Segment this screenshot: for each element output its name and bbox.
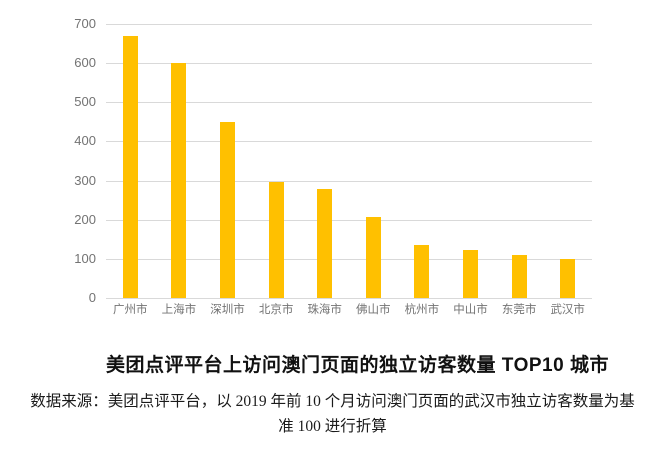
source-note: 数据来源：美团点评平台，以 2019 年前 10 个月访问澳门页面的武汉市独立访… — [0, 389, 665, 439]
x-tick-label-北京市: 北京市 — [258, 304, 294, 316]
gridline-y-400 — [106, 141, 592, 143]
x-tick-label-杭州市: 杭州市 — [404, 304, 440, 316]
y-tick-label-0: 0 — [88, 290, 96, 305]
gridline-y-600 — [106, 63, 592, 65]
bar-武汉市 — [560, 258, 576, 298]
chart-title: 美团点评平台上访问澳门页面的独立访客数量 TOP10 城市 — [106, 355, 609, 376]
bar-中山市 — [463, 250, 478, 298]
source-note-line-1: 数据来源：美团点评平台，以 2019 年前 10 个月访问澳门页面的武汉市独立访… — [30, 393, 635, 410]
y-tick-label-500: 500 — [74, 94, 96, 110]
x-tick-label-珠海市: 珠海市 — [307, 304, 342, 316]
y-tick-label-700: 700 — [74, 16, 96, 31]
gridline-y-700 — [106, 24, 592, 25]
gridline-y-0 — [106, 298, 592, 299]
plot-area — [106, 24, 592, 299]
x-tick-label-佛山市: 佛山市 — [356, 304, 391, 316]
bar-东莞市 — [511, 254, 527, 298]
bar-佛山市 — [365, 217, 381, 298]
bar-北京市 — [268, 181, 284, 298]
y-tick-label-600: 600 — [74, 55, 96, 71]
y-tick-label-400: 400 — [74, 133, 96, 149]
x-tick-label-武汉市: 武汉市 — [550, 304, 585, 316]
x-tick-label-东莞市: 东莞市 — [501, 304, 537, 316]
x-tick-label-中山市: 中山市 — [453, 304, 488, 316]
gridline-y-100 — [106, 258, 592, 260]
gridline-y-500 — [106, 102, 592, 104]
y-tick-label-300: 300 — [74, 172, 96, 188]
source-note-line-2: 准 100 进行折算 — [278, 418, 387, 435]
bar-广州市 — [122, 35, 138, 298]
bar-杭州市 — [414, 245, 430, 298]
y-tick-label-200: 200 — [74, 211, 96, 227]
x-tick-label-广州市: 广州市 — [113, 304, 148, 316]
bar-上海市 — [171, 63, 187, 298]
x-tick-label-深圳市: 深圳市 — [210, 304, 245, 316]
gridline-y-200 — [106, 219, 592, 221]
bar-珠海市 — [317, 189, 333, 298]
y-tick-label-100: 100 — [74, 250, 96, 266]
bar-深圳市 — [220, 121, 235, 298]
x-tick-label-上海市: 上海市 — [161, 304, 197, 316]
gridline-y-300 — [106, 180, 592, 182]
